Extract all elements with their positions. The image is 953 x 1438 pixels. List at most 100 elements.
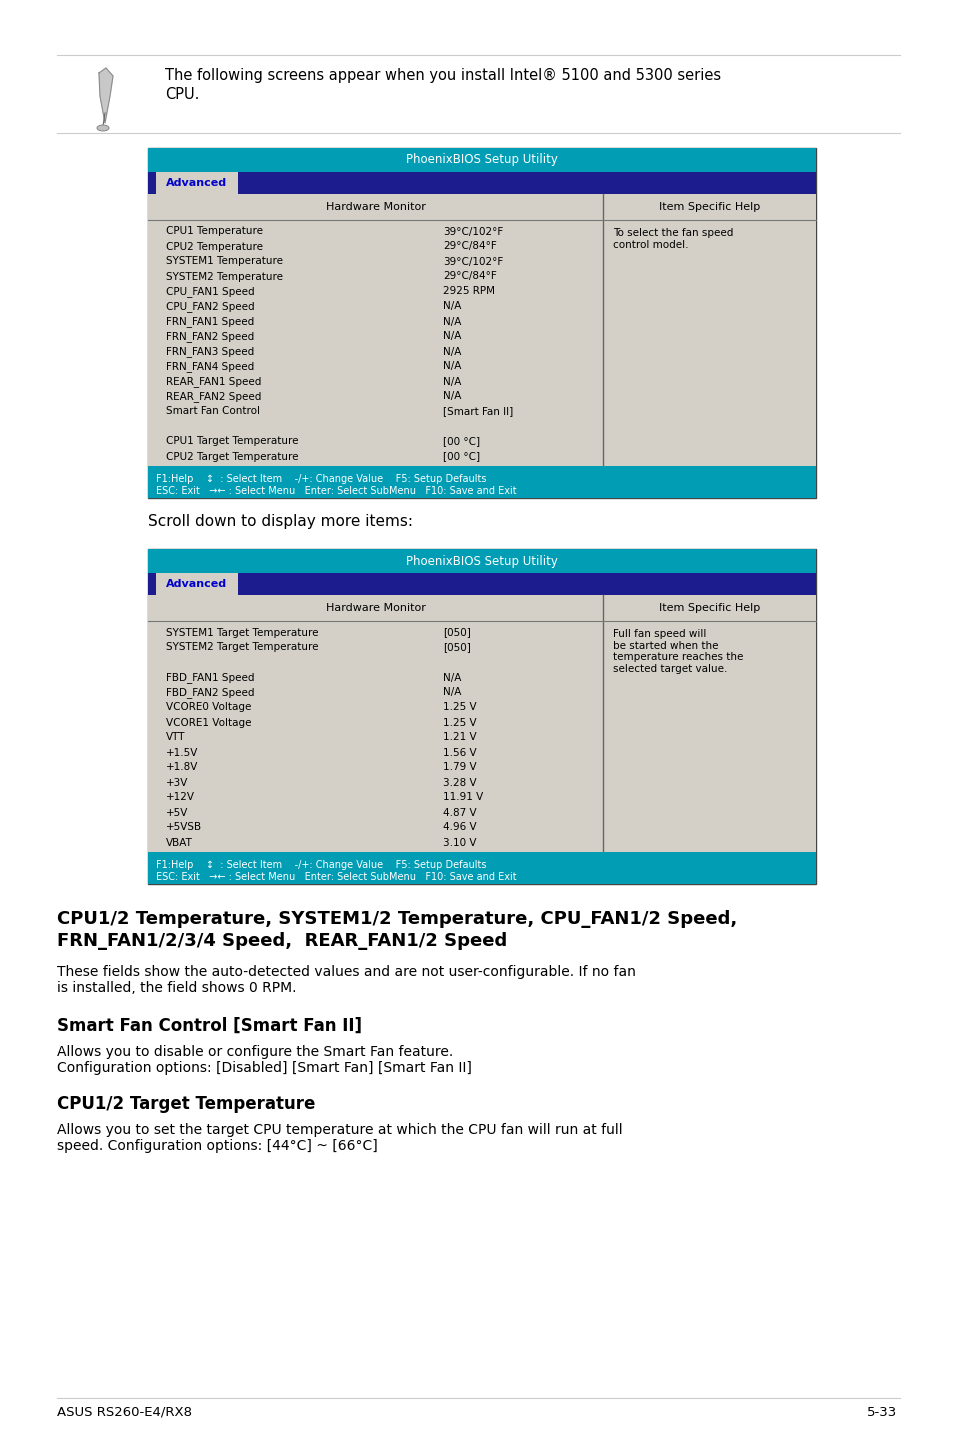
Text: 39°C/102°F: 39°C/102°F	[442, 256, 503, 266]
Text: 39°C/102°F: 39°C/102°F	[442, 227, 503, 236]
Text: CPU.: CPU.	[165, 88, 199, 102]
Text: N/A: N/A	[442, 332, 461, 341]
Text: CPU1 Temperature: CPU1 Temperature	[166, 227, 263, 236]
Text: Scroll down to display more items:: Scroll down to display more items:	[148, 513, 413, 529]
Text: FRN_FAN4 Speed: FRN_FAN4 Speed	[166, 361, 254, 372]
Text: Smart Fan Control: Smart Fan Control	[166, 407, 260, 417]
Text: CPU2 Target Temperature: CPU2 Target Temperature	[166, 452, 298, 462]
Ellipse shape	[97, 125, 109, 131]
Text: [Smart Fan II]: [Smart Fan II]	[442, 407, 513, 417]
Text: [050]: [050]	[442, 627, 471, 637]
Text: VCORE0 Voltage: VCORE0 Voltage	[166, 703, 251, 712]
Text: [00 °C]: [00 °C]	[442, 452, 479, 462]
Text: CPU1/2 Target Temperature: CPU1/2 Target Temperature	[57, 1094, 315, 1113]
Text: N/A: N/A	[442, 377, 461, 387]
Text: CPU_FAN2 Speed: CPU_FAN2 Speed	[166, 301, 254, 312]
Text: ASUS RS260-E4/RX8: ASUS RS260-E4/RX8	[57, 1405, 192, 1418]
Text: CPU2 Temperature: CPU2 Temperature	[166, 242, 263, 252]
Text: 11.91 V: 11.91 V	[442, 792, 483, 802]
Text: F1:Help    ↕  : Select Item    -/+: Change Value    F5: Setup Defaults: F1:Help ↕ : Select Item -/+: Change Valu…	[156, 475, 486, 485]
Bar	[148, 572, 815, 595]
Bar	[148, 595, 815, 851]
Bar	[148, 148, 815, 498]
Text: F1:Help    ↕  : Select Item    -/+: Change Value    F5: Setup Defaults: F1:Help ↕ : Select Item -/+: Change Valu…	[156, 860, 486, 870]
Text: 4.96 V: 4.96 V	[442, 823, 476, 833]
Text: 2925 RPM: 2925 RPM	[442, 286, 495, 296]
Text: FBD_FAN2 Speed: FBD_FAN2 Speed	[166, 687, 254, 697]
Text: 1.79 V: 1.79 V	[442, 762, 476, 772]
Text: 1.21 V: 1.21 V	[442, 732, 476, 742]
Text: ESC: Exit   →← : Select Menu   Enter: Select SubMenu   F10: Save and Exit: ESC: Exit →← : Select Menu Enter: Select…	[156, 871, 517, 881]
Text: CPU1 Target Temperature: CPU1 Target Temperature	[166, 437, 298, 447]
Text: SYSTEM2 Target Temperature: SYSTEM2 Target Temperature	[166, 643, 318, 653]
Text: N/A: N/A	[442, 316, 461, 326]
Text: [00 °C]: [00 °C]	[442, 437, 479, 447]
Bar	[156, 173, 237, 194]
Text: VBAT: VBAT	[166, 837, 193, 847]
Text: N/A: N/A	[442, 302, 461, 312]
Text: +5VSB: +5VSB	[166, 823, 202, 833]
Text: The following screens appear when you install Intel® 5100 and 5300 series: The following screens appear when you in…	[165, 68, 720, 83]
Text: REAR_FAN1 Speed: REAR_FAN1 Speed	[166, 377, 261, 387]
Bar	[148, 851, 815, 884]
Text: speed. Configuration options: [44°C] ~ [66°C]: speed. Configuration options: [44°C] ~ […	[57, 1139, 377, 1153]
Text: 29°C/84°F: 29°C/84°F	[442, 272, 497, 282]
Text: FRN_FAN2 Speed: FRN_FAN2 Speed	[166, 331, 254, 342]
Bar	[148, 173, 815, 194]
Text: To select the fan speed
control model.: To select the fan speed control model.	[613, 229, 733, 250]
Text: N/A: N/A	[442, 391, 461, 401]
Text: N/A: N/A	[442, 687, 461, 697]
Text: N/A: N/A	[442, 673, 461, 683]
Text: Full fan speed will
be started when the
temperature reaches the
selected target : Full fan speed will be started when the …	[613, 628, 742, 674]
Text: Hardware Monitor: Hardware Monitor	[325, 603, 425, 613]
Text: SYSTEM1 Target Temperature: SYSTEM1 Target Temperature	[166, 627, 318, 637]
Text: FRN_FAN1 Speed: FRN_FAN1 Speed	[166, 316, 254, 326]
Text: 29°C/84°F: 29°C/84°F	[442, 242, 497, 252]
Text: 4.87 V: 4.87 V	[442, 808, 476, 817]
Text: +5V: +5V	[166, 808, 188, 817]
Text: Allows you to disable or configure the Smart Fan feature.: Allows you to disable or configure the S…	[57, 1045, 453, 1058]
Bar	[148, 466, 815, 498]
Text: PhoenixBIOS Setup Utility: PhoenixBIOS Setup Utility	[406, 154, 558, 167]
Text: ESC: Exit   →← : Select Menu   Enter: Select SubMenu   F10: Save and Exit: ESC: Exit →← : Select Menu Enter: Select…	[156, 486, 517, 496]
Text: PhoenixBIOS Setup Utility: PhoenixBIOS Setup Utility	[406, 555, 558, 568]
Text: Item Specific Help: Item Specific Help	[659, 603, 760, 613]
Bar	[148, 549, 815, 884]
Bar	[156, 572, 237, 595]
Text: +3V: +3V	[166, 778, 188, 788]
Text: Smart Fan Control [Smart Fan II]: Smart Fan Control [Smart Fan II]	[57, 1017, 361, 1035]
Text: SYSTEM1 Temperature: SYSTEM1 Temperature	[166, 256, 283, 266]
Text: +1.8V: +1.8V	[166, 762, 198, 772]
Text: CPU1/2 Temperature, SYSTEM1/2 Temperature, CPU_FAN1/2 Speed,: CPU1/2 Temperature, SYSTEM1/2 Temperatur…	[57, 910, 737, 928]
Text: +12V: +12V	[166, 792, 194, 802]
Text: 3.28 V: 3.28 V	[442, 778, 476, 788]
Text: N/A: N/A	[442, 347, 461, 357]
Text: Advanced: Advanced	[166, 178, 228, 188]
Text: 3.10 V: 3.10 V	[442, 837, 476, 847]
Text: Hardware Monitor: Hardware Monitor	[325, 201, 425, 211]
Text: These fields show the auto-detected values and are not user-configurable. If no : These fields show the auto-detected valu…	[57, 965, 636, 979]
Text: 1.25 V: 1.25 V	[442, 718, 476, 728]
Text: N/A: N/A	[442, 361, 461, 371]
Text: CPU_FAN1 Speed: CPU_FAN1 Speed	[166, 286, 254, 298]
Text: Advanced: Advanced	[166, 580, 228, 590]
Text: +1.5V: +1.5V	[166, 748, 198, 758]
Text: REAR_FAN2 Speed: REAR_FAN2 Speed	[166, 391, 261, 403]
Text: VTT: VTT	[166, 732, 185, 742]
Text: Item Specific Help: Item Specific Help	[659, 201, 760, 211]
Text: [050]: [050]	[442, 643, 471, 653]
Text: VCORE1 Voltage: VCORE1 Voltage	[166, 718, 252, 728]
Bar	[148, 148, 815, 173]
Text: 1.56 V: 1.56 V	[442, 748, 476, 758]
Text: FRN_FAN3 Speed: FRN_FAN3 Speed	[166, 347, 254, 357]
Polygon shape	[99, 68, 112, 124]
Text: FRN_FAN1/2/3/4 Speed,  REAR_FAN1/2 Speed: FRN_FAN1/2/3/4 Speed, REAR_FAN1/2 Speed	[57, 932, 507, 951]
Text: Configuration options: [Disabled] [Smart Fan] [Smart Fan II]: Configuration options: [Disabled] [Smart…	[57, 1061, 472, 1076]
Text: 5-33: 5-33	[866, 1405, 896, 1418]
Text: SYSTEM2 Temperature: SYSTEM2 Temperature	[166, 272, 283, 282]
Text: is installed, the field shows 0 RPM.: is installed, the field shows 0 RPM.	[57, 981, 296, 995]
Text: FBD_FAN1 Speed: FBD_FAN1 Speed	[166, 672, 254, 683]
Bar	[148, 194, 815, 466]
Text: 1.25 V: 1.25 V	[442, 703, 476, 712]
Text: Allows you to set the target CPU temperature at which the CPU fan will run at fu: Allows you to set the target CPU tempera…	[57, 1123, 622, 1137]
